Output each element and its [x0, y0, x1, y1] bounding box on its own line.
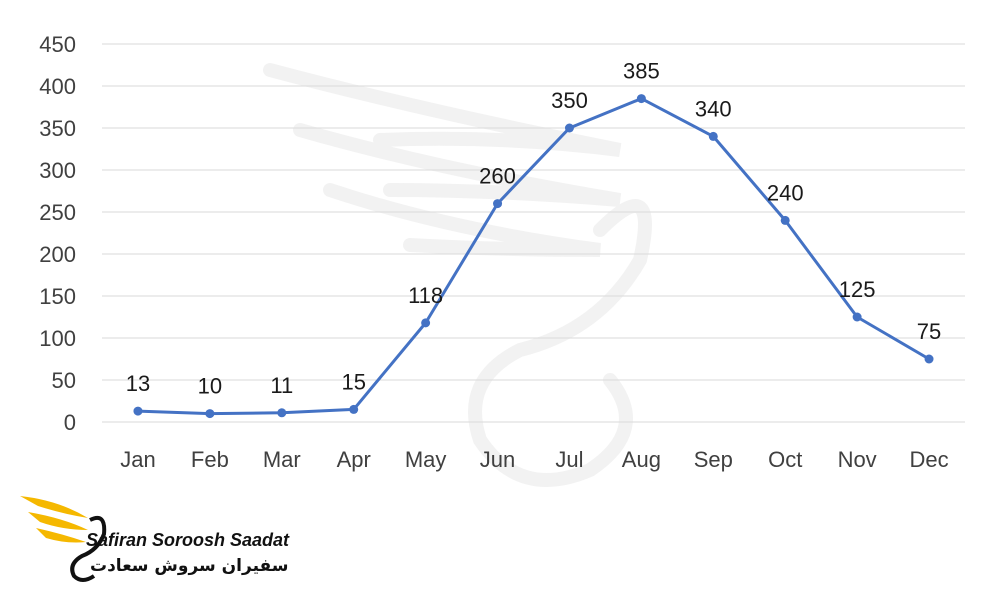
data-point [636, 94, 646, 104]
y-axis-ticks: 0 50 100 150 200 250 300 350 400 450 [39, 32, 76, 435]
data-labels: 13 10 11 15 118 260 350 385 340 240 125 75 [126, 59, 942, 399]
data-label: 15 [341, 369, 365, 394]
y-tick-label: 350 [39, 116, 76, 141]
data-label: 350 [551, 88, 588, 113]
y-tick-label: 300 [39, 158, 76, 183]
x-tick-label: Oct [768, 447, 802, 472]
x-tick-label: Apr [337, 447, 371, 472]
data-point [780, 215, 790, 225]
y-tick-label: 450 [39, 32, 76, 57]
x-tick-label: Feb [191, 447, 229, 472]
y-tick-label: 250 [39, 200, 76, 225]
data-points [133, 94, 934, 419]
data-point [708, 131, 718, 141]
logo-text-english: Safiran Soroosh Saadat [86, 530, 290, 550]
data-label: 385 [623, 59, 660, 84]
data-label: 13 [126, 371, 150, 396]
data-label: 125 [839, 277, 876, 302]
data-point [349, 404, 359, 414]
y-tick-label: 200 [39, 242, 76, 267]
x-tick-label: May [405, 447, 447, 472]
data-point [421, 318, 431, 328]
data-label: 10 [198, 374, 222, 399]
x-tick-label: Jul [555, 447, 583, 472]
y-tick-label: 100 [39, 326, 76, 351]
x-tick-label: Nov [838, 447, 877, 472]
data-point [852, 312, 862, 322]
y-tick-label: 50 [52, 368, 76, 393]
x-tick-label: Aug [622, 447, 661, 472]
data-point [924, 354, 934, 364]
series-line [137, 97, 930, 416]
data-label: 11 [270, 373, 293, 398]
logo-text-persian: سفیران سروش سعادت [90, 556, 289, 576]
y-tick-label: 0 [64, 410, 76, 435]
x-axis-ticks: Jan Feb Mar Apr May Jun Jul Aug Sep Oct Nov Dec [120, 447, 948, 472]
x-tick-label: Jun [480, 447, 515, 472]
data-point [277, 408, 287, 418]
watermark-logo [263, 63, 652, 487]
series-line-group [137, 97, 930, 416]
x-tick-label: Dec [909, 447, 948, 472]
data-label: 340 [695, 96, 732, 121]
data-point [205, 409, 215, 419]
data-label: 240 [767, 180, 804, 205]
x-tick-label: Jan [120, 447, 155, 472]
x-tick-label: Sep [694, 447, 733, 472]
y-tick-label: 400 [39, 74, 76, 99]
data-label: 75 [917, 319, 941, 344]
gridlines [102, 43, 965, 423]
data-point [133, 406, 143, 416]
y-tick-label: 150 [39, 284, 76, 309]
data-point [493, 199, 503, 209]
brand-logo-icon [20, 496, 107, 582]
x-tick-label: Mar [263, 447, 301, 472]
data-point [564, 123, 574, 133]
data-label: 118 [408, 283, 443, 308]
data-label: 260 [479, 164, 516, 189]
